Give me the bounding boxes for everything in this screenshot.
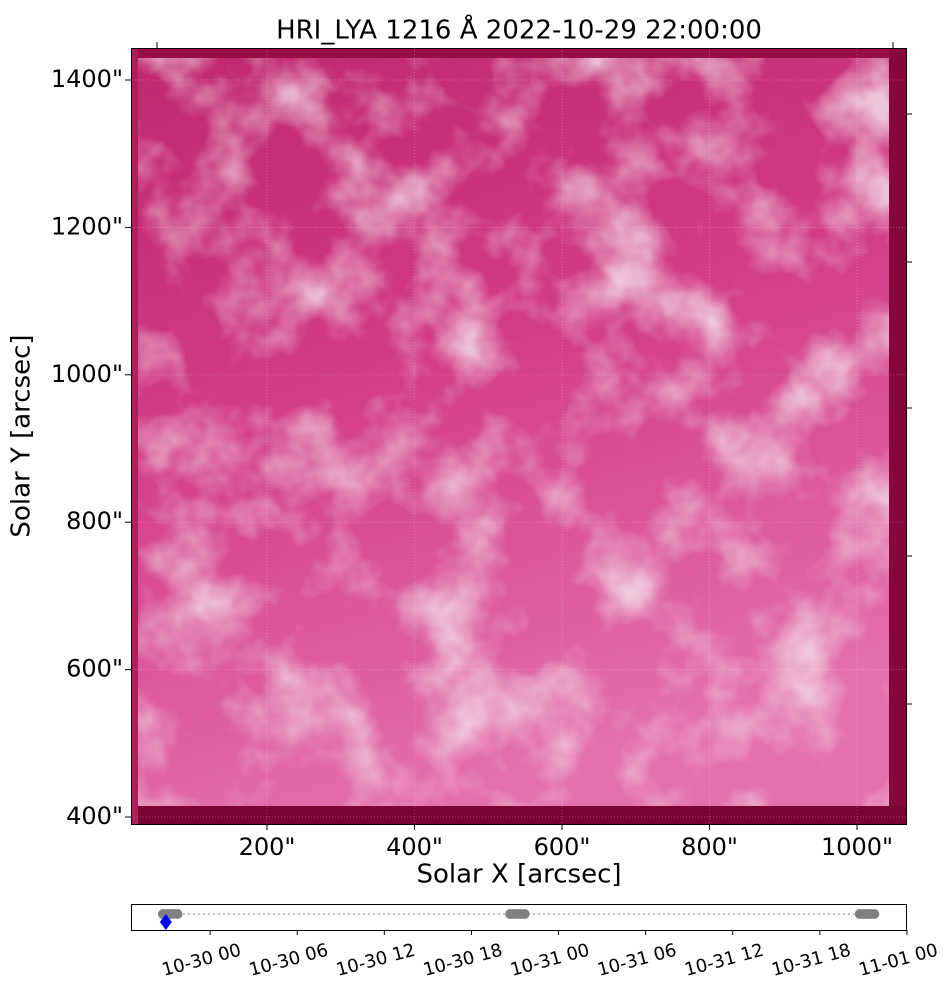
secondary-ticks — [156, 42, 912, 705]
y-tick-label: 400" — [66, 802, 123, 830]
observation-point — [519, 909, 530, 919]
x-tick-label: 10-31 06 — [595, 940, 679, 981]
plot-frame — [131, 48, 907, 825]
y-tick-label: 1400" — [51, 65, 123, 93]
y-tick-label: 600" — [66, 655, 123, 683]
x-tick-label: 11-01 00 — [857, 940, 941, 981]
x-tick-label: 10-30 18 — [421, 940, 505, 981]
current-marker — [159, 914, 172, 930]
x-tick-label: 600" — [534, 833, 591, 861]
observation-point — [869, 909, 880, 919]
x-tick-label: 10-30 12 — [334, 940, 418, 981]
solar-image — [132, 49, 906, 824]
chart-title: HRI_LYA 1216 Å 2022-10-29 22:00:00 — [276, 14, 762, 46]
x-axis-label: Solar X [arcsec] — [416, 860, 621, 890]
y-tick-label: 1000" — [51, 360, 123, 388]
x-tick-label: 10-30 00 — [160, 940, 244, 981]
y-axis-label: Solar Y [arcsec] — [7, 334, 37, 537]
x-tick-label: 400" — [386, 833, 443, 861]
observation-point — [172, 909, 183, 919]
x-tick-label: 10-31 00 — [508, 940, 592, 981]
x-tick-label: 10-31 12 — [682, 940, 766, 981]
x-tick-label: 10-30 06 — [247, 940, 331, 981]
y-tick-label: 800" — [66, 507, 123, 535]
y-tick-label: 1200" — [51, 212, 123, 240]
x-tick-label: 10-31 18 — [770, 940, 854, 981]
x-tick-label: 1000" — [821, 833, 893, 861]
x-tick-label: 200" — [239, 833, 296, 861]
x-tick-label: 800" — [681, 833, 738, 861]
